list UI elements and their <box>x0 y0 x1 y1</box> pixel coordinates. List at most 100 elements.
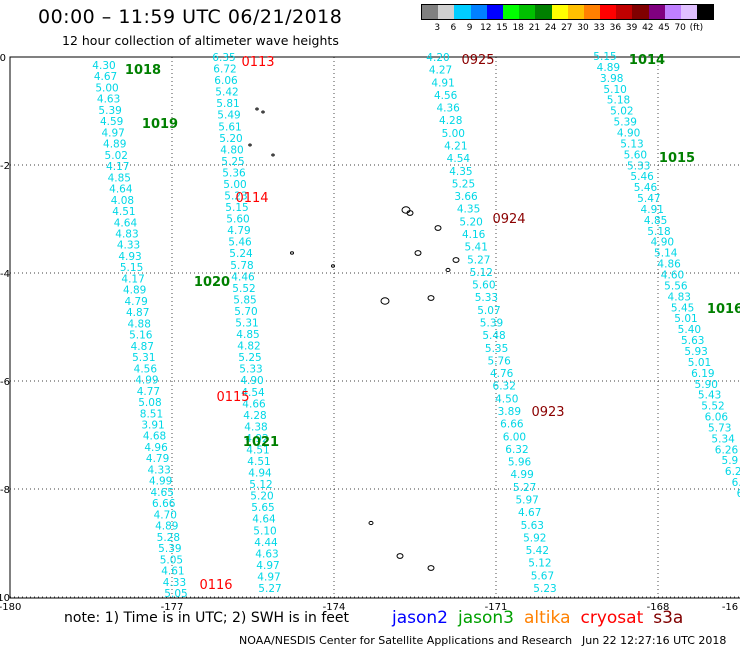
wave-height-value: 4.99 <box>135 375 158 387</box>
wave-height-value: 4.65 <box>151 487 174 499</box>
wave-height-value: 5.14 <box>654 248 678 260</box>
wave-height-value: 4.92 <box>245 433 268 445</box>
wave-height-value: 5.56 <box>664 280 688 292</box>
wave-height-value: 5.27 <box>513 482 536 494</box>
pass-time-label: 0115 <box>216 390 249 405</box>
wave-height-value: 5.15 <box>225 202 248 214</box>
island-outline <box>380 297 390 305</box>
altimeter-map: -180 -177 -174 -171 -168 -16 0 -2 -4 -6 -8 -10 4.30… <box>0 51 740 610</box>
wave-height-value: 4.80 <box>220 144 243 156</box>
wave-height-value: 5.48 <box>482 330 505 342</box>
island-outline <box>406 210 414 216</box>
satellite-legend-item: altika <box>524 608 571 628</box>
island-outline <box>427 295 435 301</box>
legend-swatch <box>664 5 681 19</box>
legend-swatch <box>616 5 633 19</box>
wave-height-value: 5.18 <box>647 226 670 238</box>
wave-height-value: 4.76 <box>490 368 514 380</box>
legend-label: 39 <box>625 23 638 33</box>
wave-height-value: 4.64 <box>252 514 276 526</box>
wave-height-value: 4.33 <box>147 464 170 476</box>
wave-height-value: 4.51 <box>247 456 270 468</box>
pass-time-label: 0116 <box>199 578 232 593</box>
wave-height-value: 4.16 <box>462 229 486 241</box>
wave-height-value: 4.33 <box>117 240 140 252</box>
satellite-legend-item: jason2 <box>392 608 448 628</box>
x-tick-label: -171 <box>485 602 508 610</box>
wave-height-value: 3.91 <box>141 419 164 431</box>
wave-height-value: 5.13 <box>620 138 643 150</box>
wave-height-value: 4.87 <box>131 341 154 353</box>
wave-height-value: 6.66 <box>500 419 524 431</box>
wave-height-value: 4.85 <box>108 172 131 184</box>
wave-height-value: 5.05 <box>164 588 187 600</box>
wave-height-value: 5.46 <box>630 171 654 183</box>
wave-height-value: 4.51 <box>246 444 269 456</box>
legend-swatch <box>648 5 665 19</box>
wave-height-value: 6. <box>732 477 740 489</box>
island-outline <box>255 107 259 111</box>
legend-label: 27 <box>561 23 573 33</box>
wave-height-value: 4.89 <box>597 62 620 74</box>
wave-height-value: 4.85 <box>644 215 667 227</box>
wave-height-value: 4.17 <box>121 273 144 285</box>
wave-height-value: 5.02 <box>105 150 128 162</box>
wave-height-value: 8.51 <box>140 408 163 420</box>
island-outline <box>331 264 335 268</box>
wave-height-value: 4.64 <box>114 217 138 229</box>
color-legend-labels: 3 6 9 12 15 18 21 24 27 30 33 36 39 42 45 70 (ft) <box>421 20 714 34</box>
wave-height-value: 4.97 <box>256 560 279 572</box>
wave-height-value: 5.47 <box>637 193 660 205</box>
wave-height-value: 4.79 <box>124 296 147 308</box>
satellite-legend: jason2 jason3 altika cryosat s3a <box>392 608 693 628</box>
legend-label: 36 <box>609 23 622 33</box>
wave-height-value: 5.01 <box>674 313 697 325</box>
pass-time-label: 0925 <box>461 53 494 68</box>
wave-height-value: 5.43 <box>698 390 721 402</box>
wave-height-value: 4.35 <box>449 166 472 178</box>
wave-height-value: 5.20 <box>459 216 482 228</box>
wave-height-value: 5.39 <box>158 543 181 555</box>
wave-height-value: 5.01 <box>688 357 711 369</box>
legend-label: 9 <box>466 23 473 33</box>
wave-height-value: 4.28 <box>243 410 266 422</box>
wave-height-values: 4.304.675.004.635.394.594.974.895.024.17… <box>92 51 740 600</box>
legend-swatch <box>632 5 649 19</box>
legend-swatch <box>681 5 698 19</box>
wave-height-value: 5.9 <box>722 455 739 467</box>
island-outline <box>427 565 435 571</box>
legend-swatch <box>486 5 503 19</box>
y-tick-label: 0 <box>0 53 6 64</box>
wave-height-value: 5.34 <box>711 433 735 445</box>
wave-height-value: 4.60 <box>661 270 684 282</box>
wave-height-value: 5.23 <box>224 191 247 203</box>
wave-height-value: 5.18 <box>607 95 630 107</box>
island-outline <box>401 206 411 214</box>
wave-height-value: 4.50 <box>495 393 518 405</box>
legend-swatch <box>697 5 714 19</box>
wave-height-value: 4.59 <box>100 116 123 128</box>
wave-height-value: 5.46 <box>634 182 658 194</box>
wave-height-value: 4.83 <box>115 229 138 241</box>
y-tick-label: -10 <box>0 593 10 604</box>
wave-height-value: 5.96 <box>508 457 532 469</box>
x-tick-label: -177 <box>161 602 184 610</box>
wave-height-value: 3.98 <box>600 73 623 85</box>
color-legend: 3 6 9 12 15 18 21 24 27 30 33 36 39 42 45 70 (ft) <box>421 4 715 34</box>
wave-height-value: 4.99 <box>510 469 533 481</box>
wave-height-value: 4.54 <box>447 153 471 165</box>
credit-line: NOAA/NESDIS Center for Satellite Applica… <box>239 634 573 647</box>
wave-height-value: 4.64 <box>109 184 133 196</box>
wave-height-value: 4.36 <box>436 103 460 115</box>
island-outline <box>396 553 404 559</box>
wave-height-value: 4.77 <box>137 386 160 398</box>
wave-height-value: 5.39 <box>98 105 121 117</box>
wave-height-value: 5.07 <box>477 305 500 317</box>
map-frame <box>9 56 740 599</box>
wave-height-value: 6.06 <box>214 75 238 87</box>
wave-height-value: 6 <box>737 488 740 500</box>
legend-label: 70 <box>674 23 686 33</box>
wave-height-value: 5.25 <box>238 352 261 364</box>
wave-height-value: 4.08 <box>111 195 134 207</box>
pass-time-labels: 0113 0114 0115 0116 1018 1019 1020 1021 0925 0924… <box>125 53 740 593</box>
